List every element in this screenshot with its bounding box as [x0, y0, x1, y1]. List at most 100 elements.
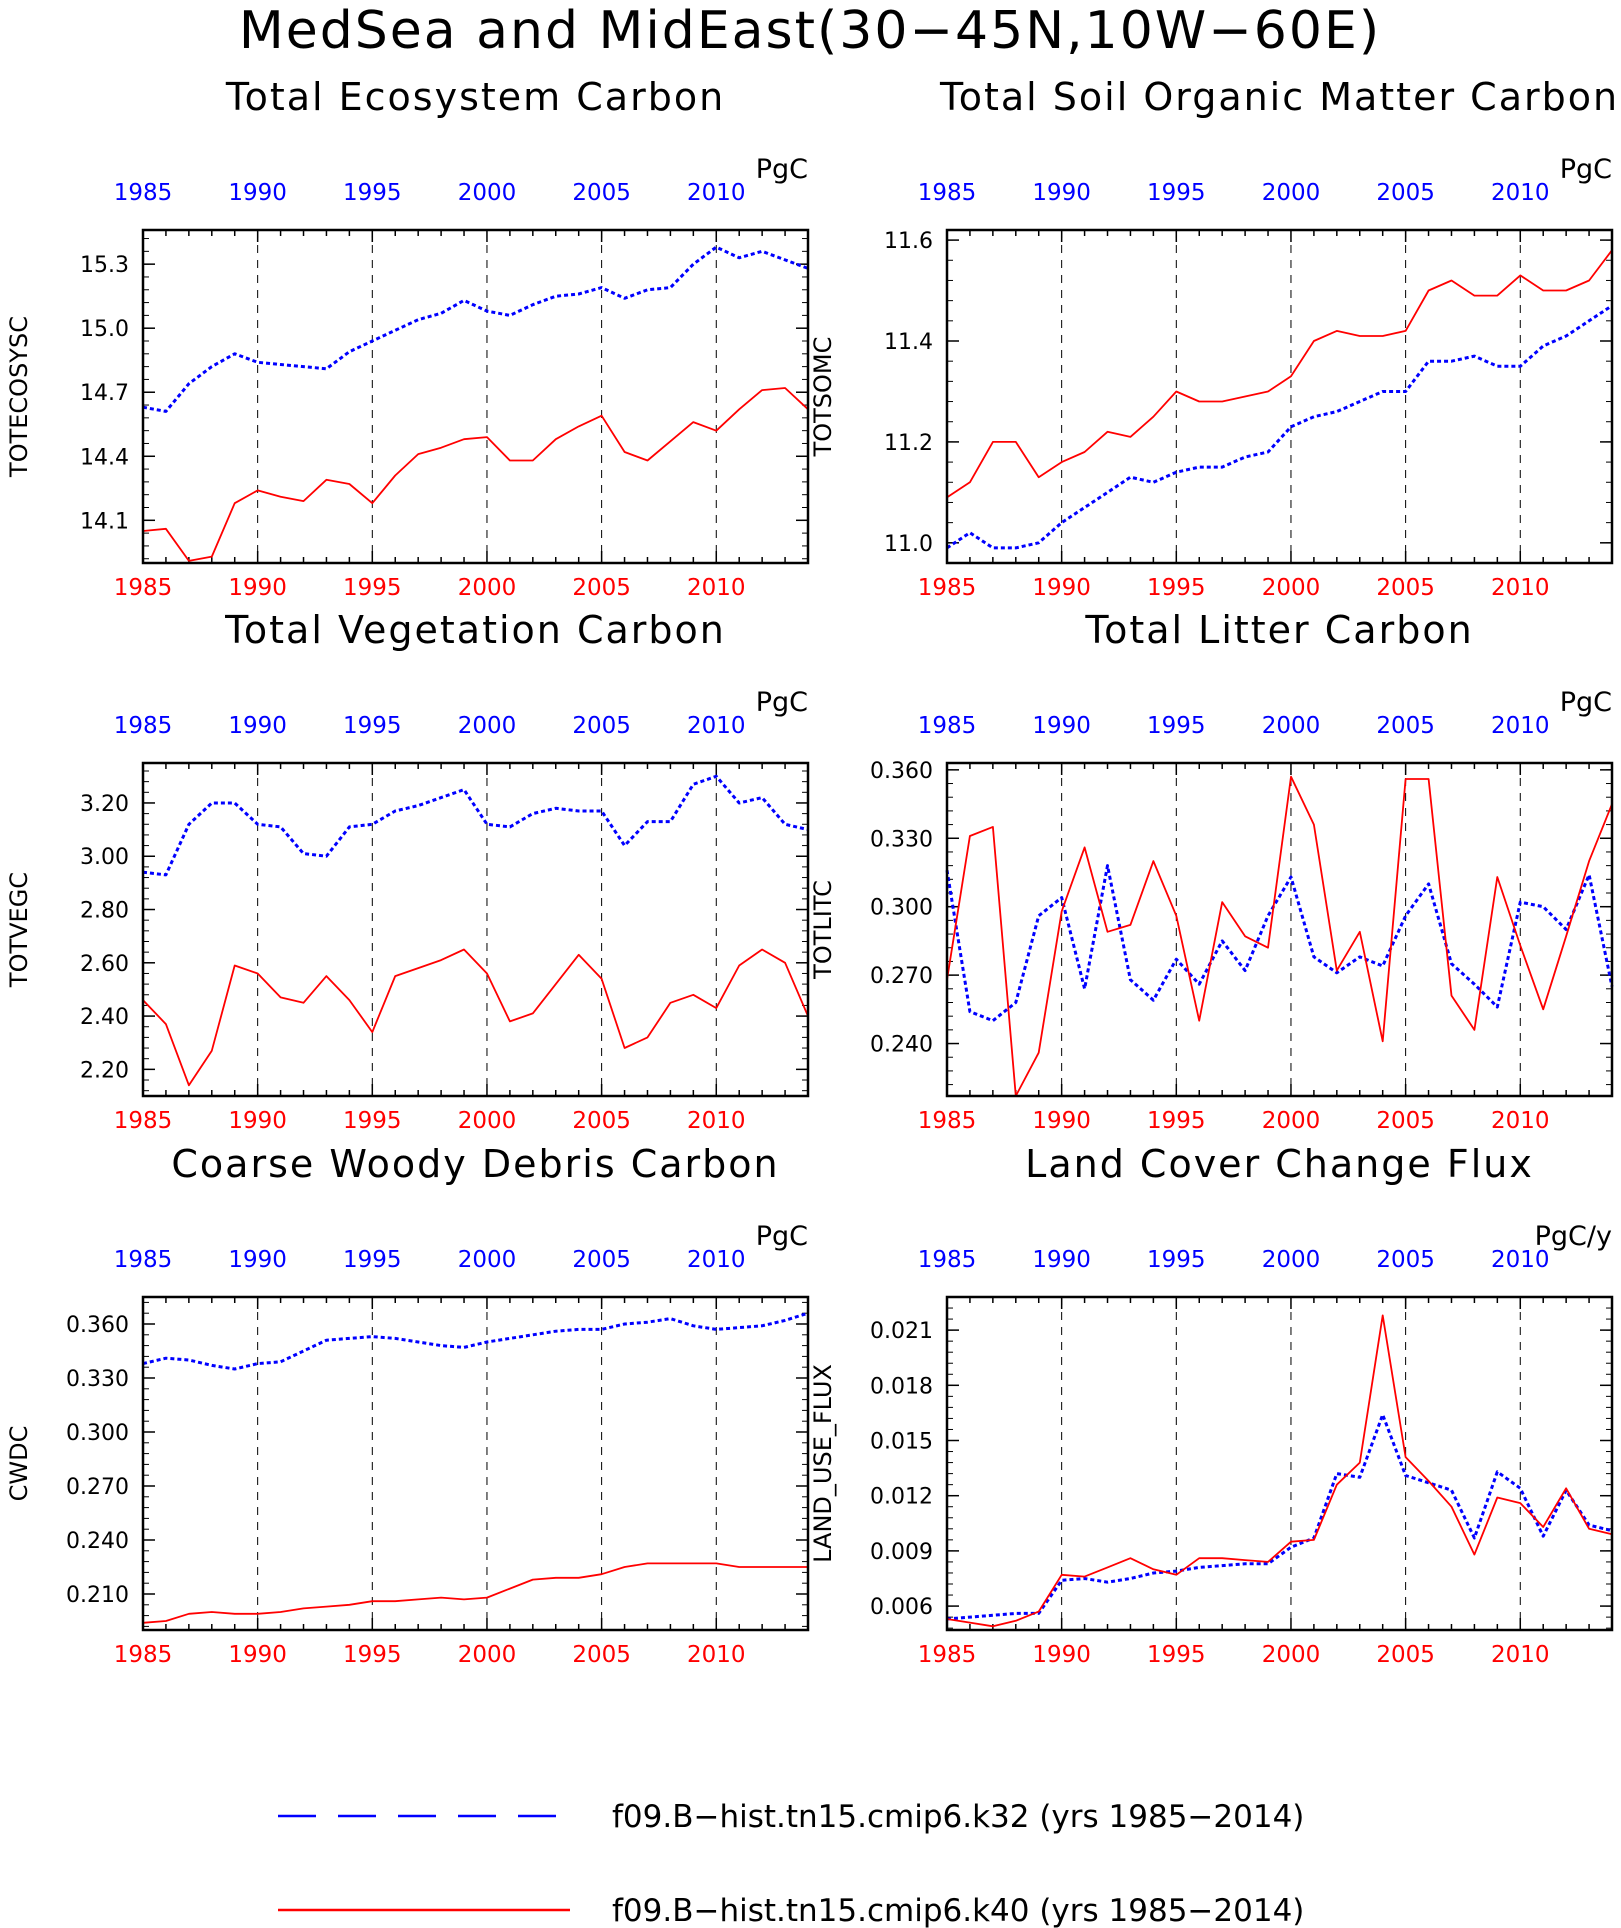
x-tick-label-top: 1990	[1032, 180, 1091, 206]
y-tick-label: 2.20	[80, 1058, 129, 1083]
panel-units: PgC/y	[1535, 1221, 1612, 1252]
series-line-k32	[142, 245, 809, 413]
x-tick-label-bottom: 1995	[1147, 1108, 1206, 1134]
y-tick-label: 11.4	[884, 330, 933, 355]
panel-4: Total Litter Carbon PgC TOTLITC 1985 1985 199…	[809, 608, 1614, 1134]
y-tick-label: 0.360	[870, 759, 933, 784]
legend-label-k40: f09.B−hist.tn15.cmip6.k40 (yrs 1985−2014…	[612, 1893, 1304, 1928]
x-tick-label-bottom: 1985	[114, 1642, 173, 1668]
x-tick-label-bottom: 1990	[1032, 1108, 1091, 1134]
series-line-k32	[142, 774, 809, 877]
x-tick-label-bottom: 1985	[114, 1108, 173, 1134]
panel-6: Land Cover Change Flux PgC/y LAND_USE_FLUX…	[809, 1142, 1614, 1668]
x-tick-label-bottom: 1995	[1147, 1642, 1206, 1668]
panel-title: Land Cover Change Flux	[1025, 1142, 1534, 1186]
plot-frame	[945, 228, 1614, 565]
x-tick-label-bottom: 2000	[1262, 1108, 1321, 1134]
x-tick-label-bottom: 1995	[1147, 575, 1206, 601]
x-tick-label-bottom: 2000	[1262, 1642, 1321, 1668]
x-tick-label-bottom: 1995	[343, 575, 402, 601]
x-tick-label-top: 2005	[572, 180, 631, 206]
x-tick-label-top: 2000	[458, 713, 517, 739]
panels-group: Total Ecosystem Carbon PgC TOTECOSYSC 1985 1…	[5, 75, 1617, 1668]
series-line-k40	[142, 1562, 808, 1624]
y-tick-label: 14.7	[80, 381, 129, 406]
x-tick-label-bottom: 2010	[1491, 1108, 1550, 1134]
x-tick-label-bottom: 1990	[228, 1108, 287, 1134]
x-tick-label-bottom: 2010	[687, 1108, 746, 1134]
y-tick-label: 3.00	[80, 845, 129, 870]
x-tick-label-top: 1990	[228, 180, 287, 206]
series-line-k32	[945, 864, 1614, 1023]
plot-frame	[945, 1295, 1614, 1632]
y-tick-label: 3.20	[80, 792, 129, 817]
panel-units: PgC	[1560, 154, 1612, 185]
x-tick-label-top: 1985	[918, 1247, 977, 1273]
x-tick-label-top: 2010	[687, 1247, 746, 1273]
x-tick-label-bottom: 1995	[343, 1642, 402, 1668]
x-tick-label-bottom: 2005	[1376, 575, 1435, 601]
panel-title: Total Litter Carbon	[1084, 608, 1473, 652]
panel-units: PgC	[756, 154, 808, 185]
x-tick-label-top: 1990	[228, 1247, 287, 1273]
x-tick-label-bottom: 2010	[1491, 1642, 1550, 1668]
x-tick-label-bottom: 1995	[343, 1108, 402, 1134]
y-tick-label: 2.60	[80, 952, 129, 977]
panel-units: PgC	[1560, 687, 1612, 718]
y-tick-label: 0.021	[870, 1319, 933, 1344]
y-tick-label: 0.300	[66, 1421, 129, 1446]
x-tick-label-top: 1995	[343, 180, 402, 206]
y-tick-label: 0.006	[870, 1595, 933, 1620]
x-tick-label-top: 1985	[114, 180, 173, 206]
x-tick-label-bottom: 1985	[918, 575, 977, 601]
x-tick-label-bottom: 2000	[458, 575, 517, 601]
series-line-k40	[946, 1314, 1613, 1628]
x-tick-label-bottom: 2005	[572, 1108, 631, 1134]
x-tick-label-bottom: 2005	[572, 1642, 631, 1668]
x-tick-label-top: 2005	[1376, 713, 1435, 739]
x-tick-label-top: 2000	[458, 1247, 517, 1273]
y-tick-label: 0.015	[870, 1430, 933, 1455]
x-tick-label-bottom: 1985	[114, 575, 173, 601]
plot-frame	[945, 761, 1614, 1098]
x-tick-label-bottom: 2005	[572, 575, 631, 601]
legend-label-k32: f09.B−hist.tn15.cmip6.k32 (yrs 1985−2014…	[612, 1799, 1304, 1835]
x-tick-label-top: 1985	[114, 1247, 173, 1273]
y-tick-label: 0.240	[870, 1033, 933, 1058]
x-tick-label-top: 1985	[918, 180, 977, 206]
x-tick-label-bottom: 2010	[687, 575, 746, 601]
x-tick-label-top: 2000	[1262, 713, 1321, 739]
series-line-k32	[946, 304, 1613, 550]
plot-frame	[141, 1295, 810, 1632]
x-tick-label-top: 1990	[1032, 1247, 1091, 1273]
y-tick-label: 15.0	[80, 317, 129, 342]
x-tick-label-bottom: 2005	[1376, 1108, 1435, 1134]
x-tick-label-top: 2010	[1491, 180, 1550, 206]
series-line-k40	[142, 948, 809, 1087]
x-tick-label-top: 2005	[572, 713, 631, 739]
panel-units: PgC	[756, 1221, 808, 1252]
series-line-k40	[142, 387, 809, 562]
x-tick-label-top: 1985	[114, 713, 173, 739]
x-tick-label-bottom: 2005	[1376, 1642, 1435, 1668]
x-tick-label-top: 1995	[1147, 1247, 1206, 1273]
x-tick-label-top: 1995	[1147, 713, 1206, 739]
y-tick-label: 2.80	[80, 899, 129, 924]
y-tick-label: 11.2	[884, 431, 933, 456]
x-tick-label-bottom: 1985	[918, 1108, 977, 1134]
x-tick-label-bottom: 2000	[458, 1642, 517, 1668]
x-tick-label-top: 1985	[918, 713, 977, 739]
y-tick-label: 0.270	[870, 964, 933, 989]
y-tick-label: 0.012	[870, 1485, 933, 1510]
x-tick-label-top: 2000	[1262, 180, 1321, 206]
panel-title: Coarse Woody Debris Carbon	[171, 1142, 779, 1186]
y-tick-label: 0.240	[66, 1529, 129, 1554]
x-tick-label-top: 2010	[1491, 713, 1550, 739]
y-axis-label: TOTECOSYSC	[5, 316, 33, 478]
x-tick-label-bottom: 1985	[918, 1642, 977, 1668]
x-tick-label-top: 2005	[572, 1247, 631, 1273]
plot-frame	[141, 761, 810, 1098]
x-tick-label-top: 2000	[458, 180, 517, 206]
y-tick-label: 0.009	[870, 1540, 933, 1565]
y-tick-label: 15.3	[80, 253, 129, 278]
